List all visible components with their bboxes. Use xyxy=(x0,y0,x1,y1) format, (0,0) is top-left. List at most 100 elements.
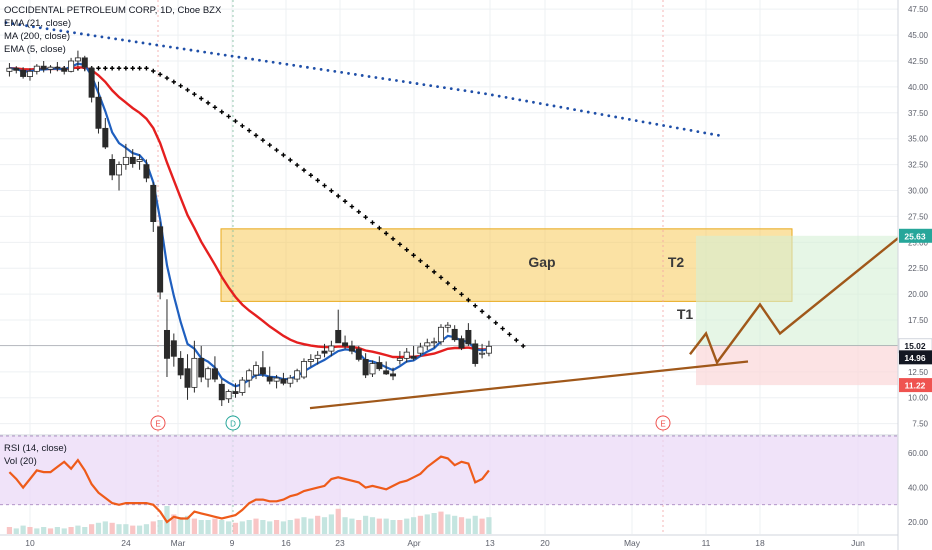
price-tick-label: 25.00 xyxy=(908,238,929,247)
ma200-dot xyxy=(518,98,522,102)
time-tick-label: Apr xyxy=(407,538,420,548)
projection-cross xyxy=(178,83,183,89)
volume-bar xyxy=(61,528,67,534)
volume-bar xyxy=(486,517,492,534)
price-tick-label: 37.50 xyxy=(908,109,929,118)
ma200-dot xyxy=(456,88,460,92)
ma200-dot xyxy=(422,83,426,86)
candle-body xyxy=(170,340,177,357)
volume-bar xyxy=(68,527,74,534)
ma200-dot xyxy=(134,40,138,44)
ma200-dot xyxy=(566,107,570,110)
projection-cross xyxy=(383,231,389,236)
projection-cross xyxy=(520,343,526,349)
ma200-dot xyxy=(169,45,172,49)
volume-bar xyxy=(410,517,417,534)
candle-body xyxy=(437,326,444,343)
projection-cross xyxy=(164,75,170,81)
ma200-dot xyxy=(532,100,535,104)
price-tick-label: 7.50 xyxy=(912,420,928,429)
projection-cross xyxy=(404,247,409,252)
projection-cross xyxy=(192,91,197,97)
volume-bar xyxy=(123,524,129,534)
projection-cross xyxy=(370,220,375,225)
candle-body xyxy=(205,368,212,380)
ma200-dot xyxy=(655,122,659,126)
projection-cross xyxy=(431,269,437,275)
candle-body xyxy=(26,70,33,77)
ma200-dot xyxy=(319,67,323,71)
volume-bar xyxy=(349,518,355,534)
ma200-dot xyxy=(374,76,378,79)
volume-bar xyxy=(390,520,396,534)
ma200-dot xyxy=(114,37,117,41)
rsi-band xyxy=(0,436,898,505)
volume-bar xyxy=(54,527,60,534)
ma200-dot xyxy=(271,60,275,64)
projected-path xyxy=(689,237,899,365)
ma200-dot xyxy=(504,95,508,99)
candle-body xyxy=(410,355,417,359)
annotation-t1: T1 xyxy=(677,306,694,322)
projection-cross xyxy=(116,66,122,71)
trend-line xyxy=(309,360,749,410)
candle-body xyxy=(321,350,328,354)
projection-cross xyxy=(288,157,293,163)
volume-bar xyxy=(184,515,191,534)
volume-bar xyxy=(335,508,341,534)
projection-cross xyxy=(294,162,300,168)
candle-body xyxy=(129,156,136,164)
ma200-dot xyxy=(18,23,22,27)
volume-bar xyxy=(219,520,225,534)
rsi-tick-label: 40.00 xyxy=(908,484,929,493)
candle-body xyxy=(280,378,287,384)
legend-ma-200: MA (200, close) xyxy=(4,31,70,42)
volume-bar xyxy=(47,528,54,534)
volume-bar xyxy=(287,520,293,534)
volume-bar xyxy=(458,517,465,534)
volume-bar xyxy=(246,520,252,534)
candle-body xyxy=(259,367,266,375)
projection-cross xyxy=(137,66,142,71)
volume-bar xyxy=(438,511,444,534)
volume-bar xyxy=(89,524,95,534)
event-marker xyxy=(655,415,671,431)
projection-cross xyxy=(274,147,279,153)
ma200-dot xyxy=(381,77,385,80)
ma200-dot xyxy=(189,48,193,52)
reference-price-tag: 15.02 xyxy=(904,341,926,351)
volume-bar xyxy=(404,518,410,534)
ma200-dot xyxy=(306,65,309,69)
projection-cross xyxy=(96,66,101,71)
candle-body xyxy=(472,343,479,364)
candle-body xyxy=(383,370,390,375)
ma200-dot xyxy=(484,92,487,96)
candle-body xyxy=(136,159,143,162)
volume-bar xyxy=(232,522,239,534)
projection-cross xyxy=(473,303,478,308)
volume-bar xyxy=(315,515,321,534)
candle-body xyxy=(61,67,68,72)
price-tick-label: 10.00 xyxy=(908,394,929,403)
legend-ema-21: EMA (21, close) xyxy=(4,18,72,29)
projection-cross xyxy=(205,100,211,106)
projection-cross xyxy=(267,142,272,148)
event-marker-label: E xyxy=(660,420,665,429)
candle-body xyxy=(6,67,13,72)
volume-bar xyxy=(260,520,266,534)
volume-bar xyxy=(301,517,307,534)
candle-body xyxy=(369,363,376,375)
projection-cross xyxy=(336,193,341,199)
projection-cross xyxy=(123,66,129,71)
volume-bar xyxy=(34,528,40,534)
volume-bar xyxy=(6,527,13,534)
event-marker xyxy=(225,415,241,431)
ma200-dot xyxy=(538,102,542,105)
volume-bar xyxy=(205,520,211,534)
volume-bar xyxy=(294,518,300,534)
ma200-dot xyxy=(100,35,104,39)
ma200-dot xyxy=(710,132,713,136)
ma200-dot xyxy=(93,34,97,38)
projection-cross xyxy=(493,320,498,326)
